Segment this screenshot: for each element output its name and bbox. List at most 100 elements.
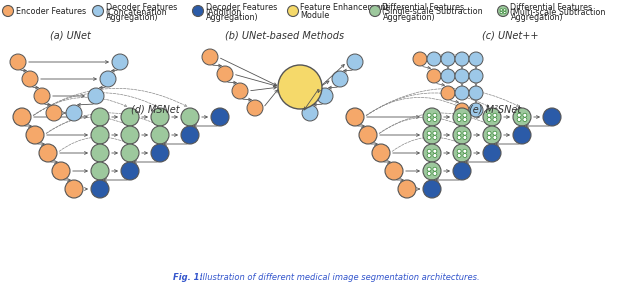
Circle shape <box>112 54 128 70</box>
Circle shape <box>93 6 104 17</box>
Circle shape <box>121 108 139 126</box>
Circle shape <box>441 52 455 66</box>
Circle shape <box>52 162 70 180</box>
Circle shape <box>413 52 427 66</box>
Circle shape <box>487 131 491 135</box>
Circle shape <box>88 88 104 104</box>
Circle shape <box>523 113 527 117</box>
Circle shape <box>193 6 204 17</box>
Circle shape <box>91 180 109 198</box>
Text: Illustration of different medical image segmentation architectures.: Illustration of different medical image … <box>200 273 479 282</box>
Circle shape <box>347 54 363 70</box>
Circle shape <box>91 126 109 144</box>
Circle shape <box>433 113 437 117</box>
Circle shape <box>493 135 497 140</box>
Circle shape <box>457 118 461 121</box>
Circle shape <box>453 108 471 126</box>
Circle shape <box>463 118 467 121</box>
Circle shape <box>441 86 455 100</box>
Circle shape <box>287 6 298 17</box>
Circle shape <box>423 144 441 162</box>
Circle shape <box>423 162 441 180</box>
Circle shape <box>151 144 169 162</box>
Circle shape <box>469 103 483 117</box>
Circle shape <box>10 54 26 70</box>
Circle shape <box>317 88 333 104</box>
Circle shape <box>427 131 431 135</box>
Circle shape <box>46 105 62 121</box>
Circle shape <box>433 154 437 157</box>
Circle shape <box>517 113 521 117</box>
Circle shape <box>523 118 527 121</box>
Text: Module: Module <box>301 11 330 20</box>
Circle shape <box>500 11 502 14</box>
Circle shape <box>359 126 377 144</box>
Text: (Concatenation: (Concatenation <box>106 8 167 17</box>
Circle shape <box>455 103 469 117</box>
Circle shape <box>487 135 491 140</box>
Text: (d) MSNet: (d) MSNet <box>131 104 179 114</box>
Text: (b) UNet-based Methods: (b) UNet-based Methods <box>225 31 344 41</box>
Circle shape <box>427 69 441 83</box>
Text: (a) UNet: (a) UNet <box>49 31 90 41</box>
Text: Decoder Features: Decoder Features <box>205 3 276 11</box>
Circle shape <box>91 144 109 162</box>
Circle shape <box>39 144 57 162</box>
Circle shape <box>22 71 38 87</box>
Circle shape <box>543 108 561 126</box>
Circle shape <box>493 118 497 121</box>
Circle shape <box>181 108 199 126</box>
Circle shape <box>483 108 501 126</box>
Circle shape <box>427 154 431 157</box>
Text: Aggregation): Aggregation) <box>383 13 435 22</box>
Circle shape <box>427 167 431 171</box>
Circle shape <box>427 118 431 121</box>
Circle shape <box>151 126 169 144</box>
Text: Aggregation): Aggregation) <box>106 13 158 22</box>
Circle shape <box>423 180 441 198</box>
Circle shape <box>211 108 229 126</box>
Circle shape <box>151 108 169 126</box>
Circle shape <box>346 108 364 126</box>
Circle shape <box>13 108 31 126</box>
Circle shape <box>91 108 109 126</box>
Circle shape <box>455 86 469 100</box>
Text: (Single-scale Subtraction: (Single-scale Subtraction <box>383 8 483 17</box>
Circle shape <box>26 126 44 144</box>
Circle shape <box>463 131 467 135</box>
Circle shape <box>500 9 502 11</box>
Circle shape <box>433 171 437 175</box>
Circle shape <box>457 131 461 135</box>
Circle shape <box>427 135 431 140</box>
Circle shape <box>427 52 441 66</box>
Circle shape <box>433 131 437 135</box>
Circle shape <box>483 126 501 144</box>
Circle shape <box>463 135 467 140</box>
Circle shape <box>423 126 441 144</box>
Circle shape <box>427 171 431 175</box>
Circle shape <box>34 88 50 104</box>
Circle shape <box>453 144 471 162</box>
Circle shape <box>517 118 521 121</box>
Text: Aggregation): Aggregation) <box>205 13 258 22</box>
Circle shape <box>433 135 437 140</box>
Circle shape <box>497 6 509 17</box>
Text: (Addition: (Addition <box>205 8 242 17</box>
Circle shape <box>232 83 248 99</box>
Circle shape <box>493 131 497 135</box>
Circle shape <box>457 135 461 140</box>
Circle shape <box>202 49 218 65</box>
Circle shape <box>278 65 322 109</box>
Circle shape <box>369 6 381 17</box>
Circle shape <box>493 113 497 117</box>
Circle shape <box>457 113 461 117</box>
Circle shape <box>91 162 109 180</box>
Circle shape <box>433 118 437 121</box>
Circle shape <box>121 144 139 162</box>
Circle shape <box>100 71 116 87</box>
Circle shape <box>463 149 467 153</box>
Text: Differential Features: Differential Features <box>511 3 593 11</box>
Circle shape <box>121 126 139 144</box>
Text: Feature Enhancement: Feature Enhancement <box>301 4 389 13</box>
Circle shape <box>457 149 461 153</box>
